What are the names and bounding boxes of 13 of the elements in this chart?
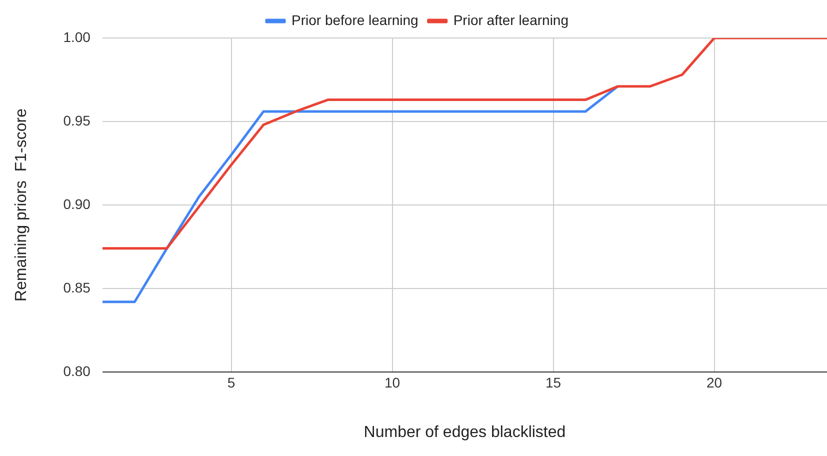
x-axis-title: Number of edges blacklisted: [364, 424, 566, 441]
x-tick-label: 15: [545, 374, 562, 390]
y-axis-title: Remaining priors F1-score: [13, 108, 30, 302]
y-tick-label: 0.90: [63, 196, 91, 212]
x-tick-label: 5: [227, 374, 236, 390]
legend-label: Prior before learning: [291, 12, 418, 28]
legend-label: Prior after learning: [453, 12, 569, 28]
y-tick-label: 1.00: [63, 28, 91, 45]
x-tick-label: 10: [384, 374, 400, 390]
y-tick-label: 0.80: [63, 362, 91, 379]
y-tick-label: 0.95: [63, 112, 91, 128]
y-tick-label: 0.85: [63, 279, 91, 296]
x-tick-label: 20: [706, 374, 722, 390]
